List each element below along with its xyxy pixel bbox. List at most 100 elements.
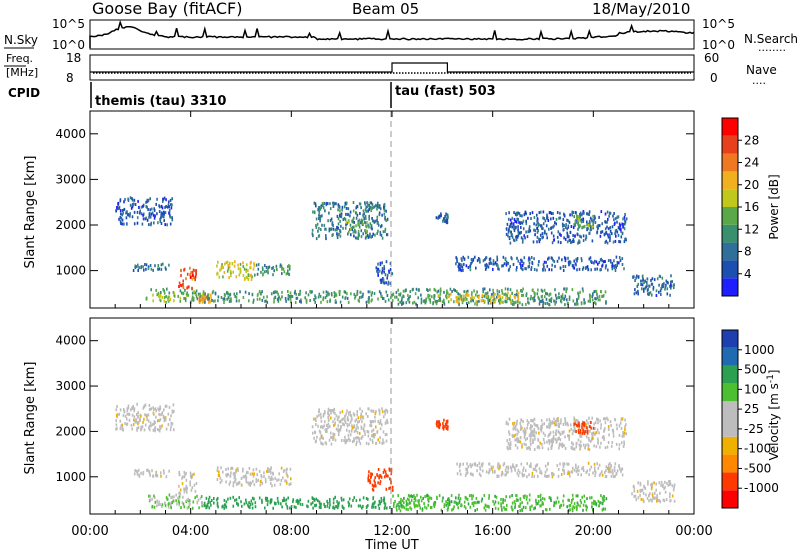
echo-cell	[392, 504, 395, 508]
echo-cell	[299, 502, 302, 506]
echo-cell	[614, 239, 617, 243]
echo-cell	[623, 440, 625, 444]
echo-cell	[413, 505, 416, 509]
echo-cell	[516, 217, 518, 221]
echo-cell	[185, 292, 188, 296]
echo-cell	[489, 288, 491, 292]
echo-cell	[488, 496, 490, 500]
echo-cell	[182, 291, 185, 295]
echo-cell	[249, 481, 251, 485]
echo-cell	[182, 282, 184, 286]
noise-right-label: N.Search	[744, 32, 798, 46]
echo-cell	[119, 209, 122, 213]
echo-cell	[378, 204, 381, 208]
echo-cell	[485, 256, 488, 260]
echo-cell	[285, 498, 288, 502]
echo-cell	[539, 441, 541, 445]
echo-cell	[546, 213, 548, 217]
echo-cell	[576, 302, 579, 306]
echo-cell	[597, 466, 600, 470]
echo-cell	[164, 418, 167, 422]
echo-cell	[329, 503, 331, 507]
echo-cell	[343, 290, 346, 294]
echo-cell	[290, 294, 292, 298]
echo-cell	[511, 291, 513, 295]
echo-cell	[270, 466, 272, 470]
echo-cell	[205, 496, 208, 500]
echo-cell	[494, 506, 497, 510]
echo-cell	[244, 473, 247, 477]
echo-cell	[570, 225, 573, 228]
echo-cell	[498, 290, 501, 294]
echo-cell	[132, 405, 134, 408]
echo-cell	[538, 260, 540, 264]
echo-cell	[157, 267, 159, 271]
echo-cell	[522, 268, 524, 272]
echo-cell	[610, 470, 612, 474]
echo-cell	[317, 208, 319, 212]
echo-cell	[340, 224, 342, 228]
echo-cell	[581, 225, 584, 229]
echo-cell	[564, 294, 567, 298]
echo-cell	[497, 501, 500, 505]
echo-cell	[660, 293, 662, 296]
echo-cell	[520, 264, 522, 267]
echo-cell	[578, 421, 580, 425]
echo-cell	[622, 217, 624, 221]
echo-cell	[592, 223, 594, 226]
echo-cell	[669, 499, 671, 503]
echo-cell	[247, 269, 249, 273]
echo-cell	[656, 496, 659, 500]
echo-cell	[158, 298, 161, 302]
echo-cell	[461, 258, 463, 262]
echo-cell	[553, 238, 555, 242]
echo-cell	[447, 300, 450, 304]
echo-cell	[318, 226, 320, 230]
echo-cell	[469, 296, 472, 300]
echo-cell	[566, 227, 568, 231]
echo-cell	[597, 418, 599, 422]
echo-cell	[514, 468, 516, 472]
echo-cell	[161, 411, 164, 415]
echo-cell	[543, 288, 546, 292]
echo-cell	[499, 298, 501, 302]
echo-cell	[219, 476, 222, 480]
echo-cell	[126, 222, 128, 226]
echo-cell	[262, 295, 265, 299]
echo-cell	[140, 265, 143, 269]
echo-cell	[530, 265, 533, 269]
echo-cell	[382, 278, 385, 282]
echo-cell	[583, 225, 585, 229]
echo-cell	[210, 503, 212, 507]
echo-cell	[487, 295, 490, 299]
echo-cell	[248, 482, 250, 486]
echo-cell	[618, 447, 620, 451]
echo-cell	[387, 474, 389, 478]
echo-cell	[564, 417, 566, 421]
echo-cell	[265, 299, 268, 303]
echo-cell	[357, 229, 360, 233]
echo-cell	[481, 294, 484, 297]
echo-cell	[624, 220, 627, 224]
echo-cell	[536, 217, 539, 221]
echo-cell	[521, 445, 523, 449]
echo-cell	[439, 214, 441, 218]
echo-cell	[664, 480, 666, 484]
echo-cell	[581, 422, 583, 426]
echo-cell	[315, 237, 318, 241]
echo-cell	[479, 260, 481, 264]
power-colorbar-tick-label: 24	[744, 156, 759, 170]
echo-cell	[623, 267, 625, 271]
echo-cell	[560, 418, 562, 422]
echo-cell	[276, 290, 278, 294]
echo-cell	[158, 412, 160, 416]
echo-cell	[134, 266, 136, 269]
echo-cell	[168, 291, 171, 295]
echo-cell	[535, 469, 538, 473]
echo-cell	[344, 226, 347, 230]
echo-cell	[526, 419, 529, 423]
echo-cell	[178, 497, 180, 500]
echo-cell	[618, 433, 621, 437]
echo-cell	[397, 288, 399, 292]
echo-cell	[564, 237, 567, 241]
